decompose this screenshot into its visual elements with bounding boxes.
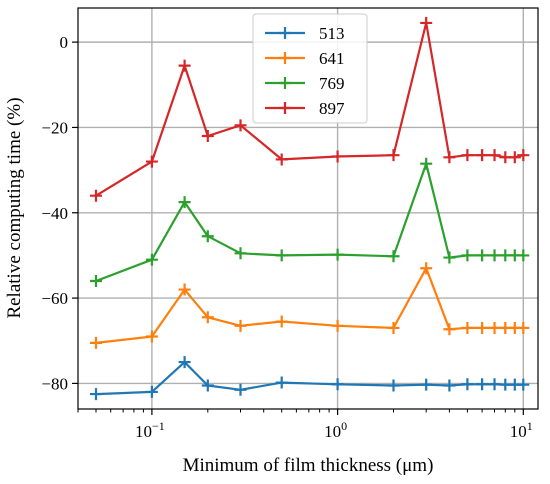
- data-point: [420, 262, 433, 275]
- data-point: [234, 383, 247, 396]
- data-point: [331, 150, 344, 163]
- data-point: [178, 59, 191, 72]
- data-point: [488, 149, 501, 162]
- legend: 513 641 769 897: [252, 13, 368, 124]
- x-tick-label: 100: [324, 419, 347, 441]
- data-point: [145, 253, 158, 266]
- legend-label: 513: [319, 24, 345, 43]
- data-point: [508, 151, 521, 164]
- data-point: [234, 319, 247, 332]
- data-point: [461, 249, 474, 262]
- data-point: [201, 129, 214, 142]
- legend-marker: [279, 52, 291, 64]
- data-point: [517, 149, 530, 162]
- data-point: [234, 247, 247, 260]
- data-point: [420, 16, 433, 29]
- x-tick-label: 10−1: [135, 419, 165, 441]
- data-point: [517, 321, 530, 334]
- data-point: [443, 251, 456, 264]
- data-point: [275, 153, 288, 166]
- legend-label: 897: [319, 99, 345, 118]
- legend-label: 641: [319, 49, 345, 68]
- y-tick-label: −40: [41, 204, 68, 223]
- data-point: [488, 378, 501, 391]
- data-point: [517, 378, 530, 391]
- data-point: [387, 321, 400, 334]
- y-tick-label: −20: [41, 118, 68, 137]
- data-point: [178, 356, 191, 369]
- data-point: [331, 378, 344, 391]
- data-point: [145, 330, 158, 343]
- data-point: [145, 155, 158, 168]
- data-point: [178, 196, 191, 209]
- data-point: [89, 388, 102, 401]
- data-point: [476, 249, 489, 262]
- data-point: [443, 151, 456, 164]
- data-point: [476, 321, 489, 334]
- series-line-641: [95, 267, 524, 344]
- legend-marker: [279, 27, 291, 39]
- series-line-769: [95, 162, 524, 283]
- data-point: [461, 378, 474, 391]
- data-point: [178, 283, 191, 296]
- data-point: [443, 379, 456, 392]
- data-point: [488, 321, 501, 334]
- data-point: [461, 149, 474, 162]
- data-point: [89, 336, 102, 349]
- y-axis-label: Relative computing time (%): [4, 97, 25, 318]
- data-point: [461, 321, 474, 334]
- data-point: [420, 378, 433, 391]
- data-point: [275, 249, 288, 262]
- data-point: [443, 323, 456, 336]
- data-point: [420, 157, 433, 170]
- data-point: [488, 249, 501, 262]
- data-point: [234, 119, 247, 132]
- data-point: [517, 249, 530, 262]
- data-point: [331, 248, 344, 261]
- data-point: [89, 189, 102, 202]
- data-point: [275, 376, 288, 389]
- legend-box: [252, 13, 368, 124]
- data-point: [201, 230, 214, 243]
- y-tick-label: 0: [60, 33, 69, 52]
- data-point: [201, 311, 214, 324]
- data-point: [387, 379, 400, 392]
- data-point: [476, 149, 489, 162]
- plot-series: [89, 16, 530, 401]
- data-point: [387, 149, 400, 162]
- y-tick-label: −80: [41, 374, 68, 393]
- data-point: [145, 385, 158, 398]
- series-line-513: [95, 361, 524, 396]
- x-axis-label: Minimum of film thickness (μm): [183, 455, 434, 476]
- data-point: [331, 319, 344, 332]
- legend-label: 769: [319, 74, 345, 93]
- data-point: [476, 378, 489, 391]
- x-tick-label: 101: [510, 419, 533, 441]
- data-point: [387, 250, 400, 263]
- plot-frame: [77, 7, 539, 410]
- legend-marker: [279, 77, 291, 89]
- data-point: [201, 379, 214, 392]
- data-point: [89, 275, 102, 288]
- data-point: [275, 315, 288, 328]
- y-tick-label: −60: [41, 289, 68, 308]
- legend-marker: [279, 102, 291, 114]
